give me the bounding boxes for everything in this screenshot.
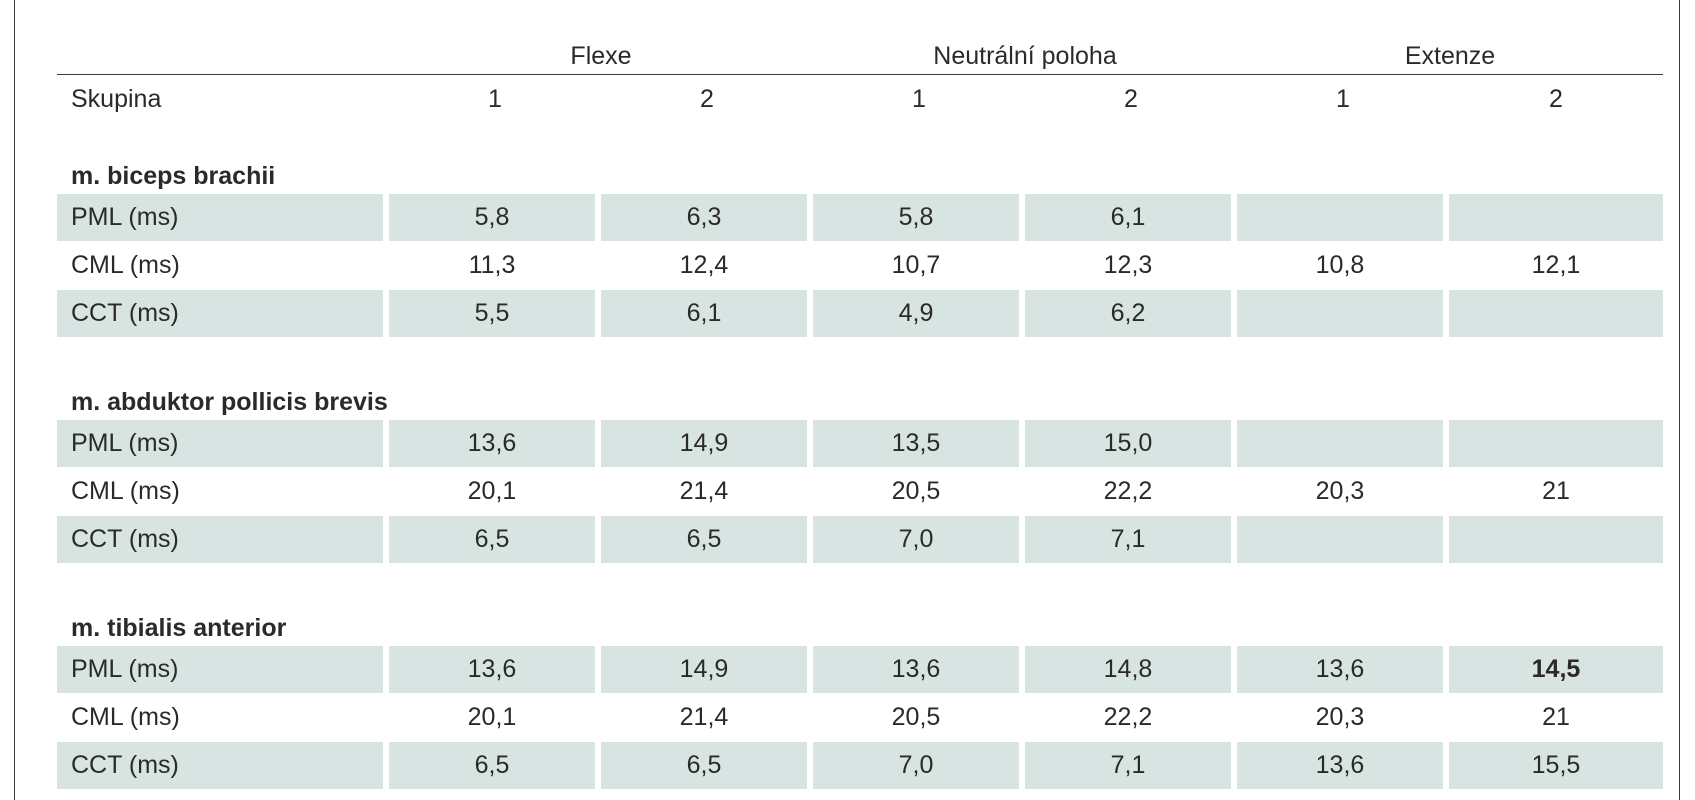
table-row: CML (ms) 11,3 12,4 10,7 12,3 10,8 12,1 [57,242,1663,289]
table-cell: 14,9 [601,420,807,467]
table-cell: 15,5 [1449,742,1663,789]
table-cell: 5,8 [813,194,1019,241]
subheader-col: 1 [488,84,502,113]
table-cell: 5,5 [389,290,595,337]
table-cell: 14,9 [601,646,807,693]
row-label: CCT (ms) [57,290,383,337]
table-cell: 22,2 [1103,703,1153,731]
table-cell: 20,5 [891,703,941,731]
table-cell: 6,2 [1025,290,1231,337]
table-cell: 21,4 [679,703,729,731]
group-flexe: Flexe [570,42,632,70]
subheader-col: 2 [700,84,714,113]
row-label: CML (ms) [71,703,180,731]
table-cell [1237,290,1443,337]
row-label: CCT (ms) [57,516,383,563]
table-cell: 6,5 [601,516,807,563]
table-row: CCT (ms) 6,5 6,5 7,0 7,1 13,6 15,5 [57,742,1663,789]
subheader-col: 1 [1336,84,1350,113]
table-row: CML (ms) 20,1 21,4 20,5 22,2 20,3 21 [57,468,1663,515]
group-neutral: Neutrální poloha [933,42,1117,70]
section-title: m. biceps brachii [71,162,276,190]
table-row: PML (ms) 13,6 14,9 13,6 14,8 13,6 14,5 [57,646,1663,693]
table-cell: 22,2 [1103,477,1153,505]
subheader-col: 1 [912,84,926,113]
table-cell: 5,8 [389,194,595,241]
table-cell [1449,516,1663,563]
table-cell: 6,5 [389,516,595,563]
section-title: m. tibialis anterior [71,614,287,642]
row-label: CML (ms) [71,477,180,505]
table-cell [1449,290,1663,337]
table-cell: 6,1 [1025,194,1231,241]
table-cell: 6,5 [389,742,595,789]
table-cell: 20,5 [891,477,941,505]
subheader-row: Skupina 1 2 1 2 1 2 [57,75,1663,123]
table-cell: 13,6 [389,646,595,693]
subheader-label: Skupina [71,84,162,113]
table-cell: 21,4 [679,477,729,505]
row-label: CML (ms) [71,251,180,279]
table-cell: 13,5 [813,420,1019,467]
table-cell: 20,1 [467,703,517,731]
table-row: PML (ms) 5,8 6,3 5,8 6,1 [57,194,1663,241]
table-cell: 7,1 [1025,516,1231,563]
table-row: CML (ms) 20,1 21,4 20,5 22,2 20,3 21 [57,694,1663,741]
table-cell: 12,3 [1103,251,1153,279]
table-cell [1449,420,1663,467]
table-cell: 4,9 [813,290,1019,337]
group-extenze: Extenze [1404,42,1496,70]
subheader-col: 2 [1124,84,1138,113]
table-cell: 12,4 [679,251,729,279]
table-cell: 7,0 [813,516,1019,563]
table-cell: 21 [1542,703,1570,731]
table-cell: 20,3 [1315,703,1365,731]
table-cell: 20,1 [467,477,517,505]
table-cell: 11,3 [468,251,516,279]
table-cell [1237,194,1443,241]
table-cell: 6,3 [601,194,807,241]
table-cell: 13,6 [1237,742,1443,789]
table-row: CCT (ms) 6,5 6,5 7,0 7,1 [57,516,1663,563]
table-cell: 7,1 [1025,742,1231,789]
row-label: CCT (ms) [57,742,383,789]
table-cell [1237,516,1443,563]
table-cell [1237,420,1443,467]
table-cell [1449,194,1663,241]
subheader-col: 2 [1549,84,1563,113]
table-cell: 7,0 [813,742,1019,789]
table-row: CCT (ms) 5,5 6,1 4,9 6,2 [57,290,1663,337]
table-cell: 10,7 [891,251,941,279]
row-label: PML (ms) [57,420,383,467]
column-group-header: Flexe Neutrální poloha Extenze [57,0,1663,75]
table-cell: 14,8 [1025,646,1231,693]
table-cell: 13,6 [389,420,595,467]
table-cell: 14,5 [1449,646,1663,693]
table-cell: 12,1 [1531,251,1581,279]
table-frame: Flexe Neutrální poloha Extenze Skupina 1… [14,0,1680,800]
section-title: m. abduktor pollicis brevis [71,388,388,416]
table-cell: 6,5 [601,742,807,789]
table-cell: 15,0 [1025,420,1231,467]
table-cell: 21 [1542,477,1570,505]
table-row: PML (ms) 13,6 14,9 13,5 15,0 [57,420,1663,467]
header-blank [57,0,389,74]
row-label: PML (ms) [57,646,383,693]
table-cell: 10,8 [1315,251,1365,279]
table-cell: 13,6 [813,646,1019,693]
table-cell: 6,1 [601,290,807,337]
results-table: Flexe Neutrální poloha Extenze Skupina 1… [57,0,1663,790]
table-cell: 20,3 [1315,477,1365,505]
row-label: PML (ms) [57,194,383,241]
table-cell: 13,6 [1237,646,1443,693]
